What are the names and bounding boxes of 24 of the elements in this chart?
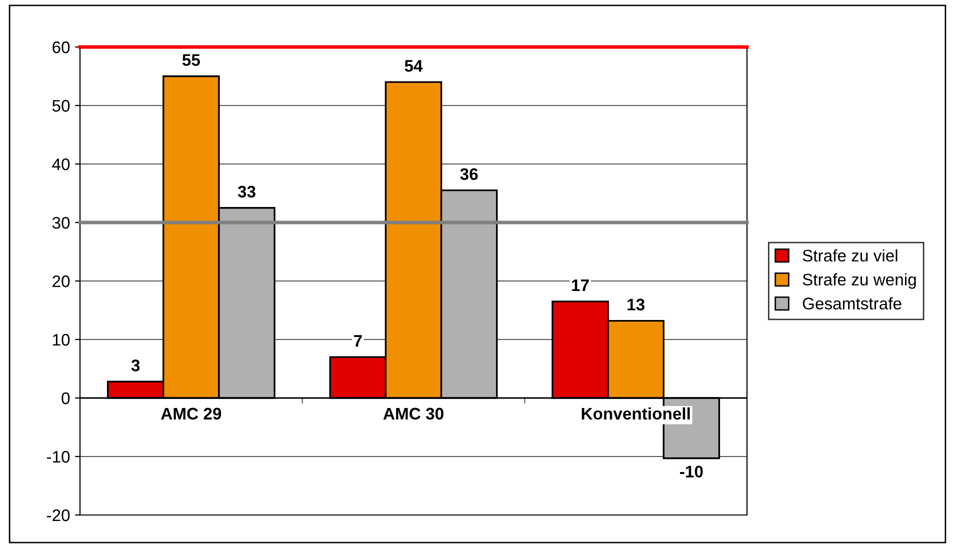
y-tick-label: -20 — [46, 509, 70, 522]
x-tick-label: AMC 29 — [161, 408, 222, 420]
legend-label: Strafe zu viel — [802, 249, 898, 262]
data-label: 7 — [354, 335, 362, 347]
x-tick-label: AMC 30 — [383, 408, 444, 420]
data-label: 54 — [404, 60, 423, 72]
y-tick-label: 10 — [53, 334, 70, 346]
data-label: 55 — [182, 54, 200, 66]
y-tick-label: 30 — [52, 216, 70, 229]
data-label: 13 — [628, 298, 644, 310]
y-tick-label: 60 — [52, 41, 70, 54]
y-tick-label: 40 — [52, 158, 70, 170]
x-tick-label: Konventionell — [582, 407, 690, 420]
y-tick-label: 20 — [52, 275, 70, 288]
legend-label: Gesamtstrafe — [802, 297, 902, 310]
legend-label: Strafe zu wenig — [802, 273, 916, 289]
y-tick-label: 50 — [52, 100, 70, 112]
y-tick-label: 0 — [62, 392, 70, 404]
data-label: -10 — [680, 466, 703, 478]
data-label: 36 — [460, 168, 478, 180]
y-tick-label: -10 — [46, 450, 70, 463]
data-label: 17 — [572, 280, 589, 291]
data-label: 3 — [131, 360, 140, 372]
data-label: 33 — [238, 186, 256, 198]
